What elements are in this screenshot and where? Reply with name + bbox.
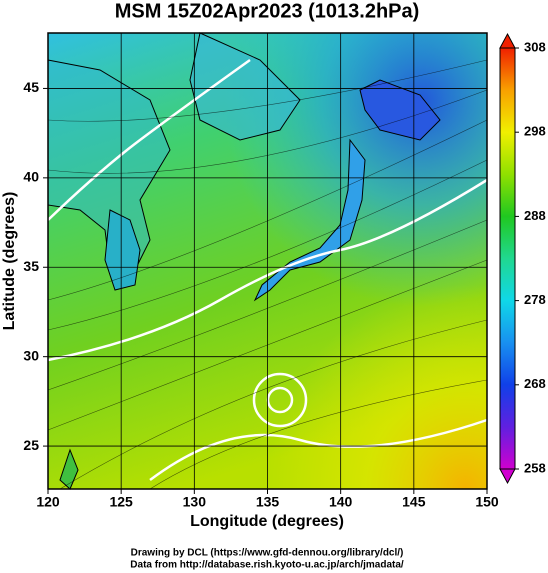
- colorbar-tick-label: 288: [524, 208, 546, 223]
- colorbar-tick-label: 268: [524, 376, 546, 391]
- colorbar-tick-label: 298: [524, 124, 546, 139]
- colorbar-tick-label: 308: [524, 39, 546, 54]
- y-tick-label: 45: [23, 79, 39, 95]
- y-tick-label: 40: [23, 169, 39, 185]
- x-tick-label: 120: [36, 494, 60, 510]
- colorbar-tick-label: 258: [524, 460, 546, 475]
- x-tick-label: 140: [329, 494, 353, 510]
- colorbar-tick-label: 278: [524, 292, 546, 307]
- x-tick-label: 145: [402, 494, 426, 510]
- x-tick-label: 130: [183, 494, 207, 510]
- y-tick-label: 35: [23, 258, 39, 274]
- footer-line: Drawing by DCL (https://www.gfd-dennou.o…: [131, 548, 404, 559]
- colorbar-extend-top: [499, 32, 516, 49]
- y-tick-label: 25: [23, 437, 39, 453]
- colorbar-extend-bottom: [499, 468, 516, 485]
- x-tick-label: 150: [475, 494, 499, 510]
- footer-line: Data from http://database.rish.kyoto-u.a…: [130, 560, 404, 571]
- y-tick-label: 30: [23, 347, 39, 363]
- x-tick-label: 135: [256, 494, 280, 510]
- chart-title: MSM 15Z02Apr2023 (1013.2hPa): [115, 0, 420, 22]
- y-axis-label: Latitude (degrees): [1, 192, 18, 331]
- x-tick-label: 125: [109, 494, 133, 510]
- colorbar-scale: [499, 47, 516, 470]
- colorbar: 258 268 278 288 298 308: [499, 32, 546, 485]
- x-axis-label: Longitude (degrees): [190, 513, 344, 530]
